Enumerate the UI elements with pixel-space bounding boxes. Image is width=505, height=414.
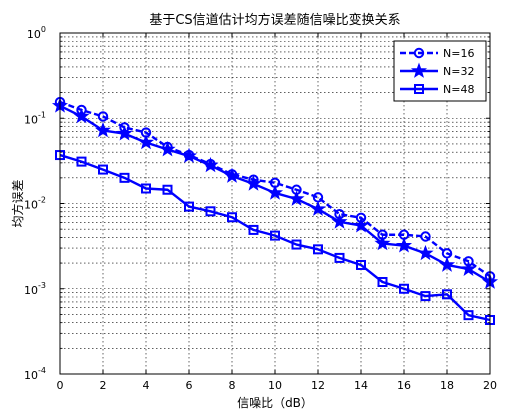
data-point xyxy=(313,244,323,255)
y-tick-exponent: 0 xyxy=(41,25,46,34)
data-point xyxy=(395,237,413,253)
data-point xyxy=(119,172,130,183)
x-tick-label: 4 xyxy=(143,379,150,392)
series-n48 xyxy=(55,150,495,325)
data-point xyxy=(334,252,345,263)
data-point xyxy=(417,244,434,261)
x-tick-label: 8 xyxy=(229,379,236,392)
data-point xyxy=(159,141,176,157)
data-point xyxy=(223,167,241,183)
x-axis-label: 信噪比（dB） xyxy=(237,396,313,410)
data-point xyxy=(137,134,155,150)
legend-label: N=16 xyxy=(443,47,474,60)
data-point xyxy=(94,121,112,138)
data-point xyxy=(141,183,151,194)
x-tick-label: 20 xyxy=(483,379,497,392)
data-point xyxy=(291,239,302,250)
data-point xyxy=(288,190,305,206)
x-tick-label: 16 xyxy=(397,379,411,392)
x-tick-label: 6 xyxy=(186,379,193,392)
data-point xyxy=(162,184,173,195)
data-point xyxy=(438,256,456,272)
x-tick-label: 0 xyxy=(57,379,64,392)
data-point xyxy=(463,310,474,321)
data-point xyxy=(420,291,431,302)
data-point xyxy=(97,111,109,122)
legend: N=16 N=32 N=48 xyxy=(393,40,487,102)
x-tick-label: 2 xyxy=(100,379,107,392)
legend-label: N=32 xyxy=(443,65,474,78)
chart-title: 基于CS信道估计均方误差随信噪比变换关系 xyxy=(149,12,400,28)
data-point xyxy=(227,212,237,223)
y-axis-label: 均方误差 xyxy=(10,179,25,227)
y-tick-exponent: -1 xyxy=(38,110,46,119)
series-line xyxy=(59,153,491,322)
data-point xyxy=(356,259,366,270)
y-tick-exponent: -4 xyxy=(38,366,46,375)
data-point xyxy=(442,289,452,300)
legend-swatch-marker xyxy=(410,62,428,78)
data-point xyxy=(248,224,259,235)
data-point xyxy=(309,200,327,216)
data-point xyxy=(377,276,388,287)
data-point xyxy=(352,217,370,233)
x-tick-label: 18 xyxy=(440,379,454,392)
data-point xyxy=(374,234,391,251)
data-point xyxy=(180,147,198,163)
legend-label: N=48 xyxy=(443,83,474,96)
series-layer xyxy=(51,96,499,325)
data-point xyxy=(460,260,477,276)
data-point xyxy=(73,107,90,124)
data-point xyxy=(331,213,348,229)
data-point xyxy=(76,156,87,167)
y-tick-exponent: -3 xyxy=(38,281,46,290)
data-point xyxy=(420,231,431,242)
series-n32 xyxy=(51,97,499,289)
legend-swatch-marker xyxy=(414,84,424,94)
data-point xyxy=(98,164,108,175)
data-point xyxy=(399,283,409,294)
data-point xyxy=(270,230,280,241)
data-point xyxy=(205,206,216,217)
y-tick-exponent: -2 xyxy=(38,196,46,205)
data-point xyxy=(116,125,133,141)
data-point xyxy=(245,175,262,191)
series-line xyxy=(59,100,491,278)
legend-swatch-marker xyxy=(413,47,425,59)
data-point xyxy=(266,184,284,200)
x-tick-label: 12 xyxy=(311,379,325,392)
data-point xyxy=(184,201,194,212)
data-point xyxy=(202,156,219,173)
x-tick-label: 10 xyxy=(268,379,282,392)
x-tick-label: 14 xyxy=(354,379,368,392)
